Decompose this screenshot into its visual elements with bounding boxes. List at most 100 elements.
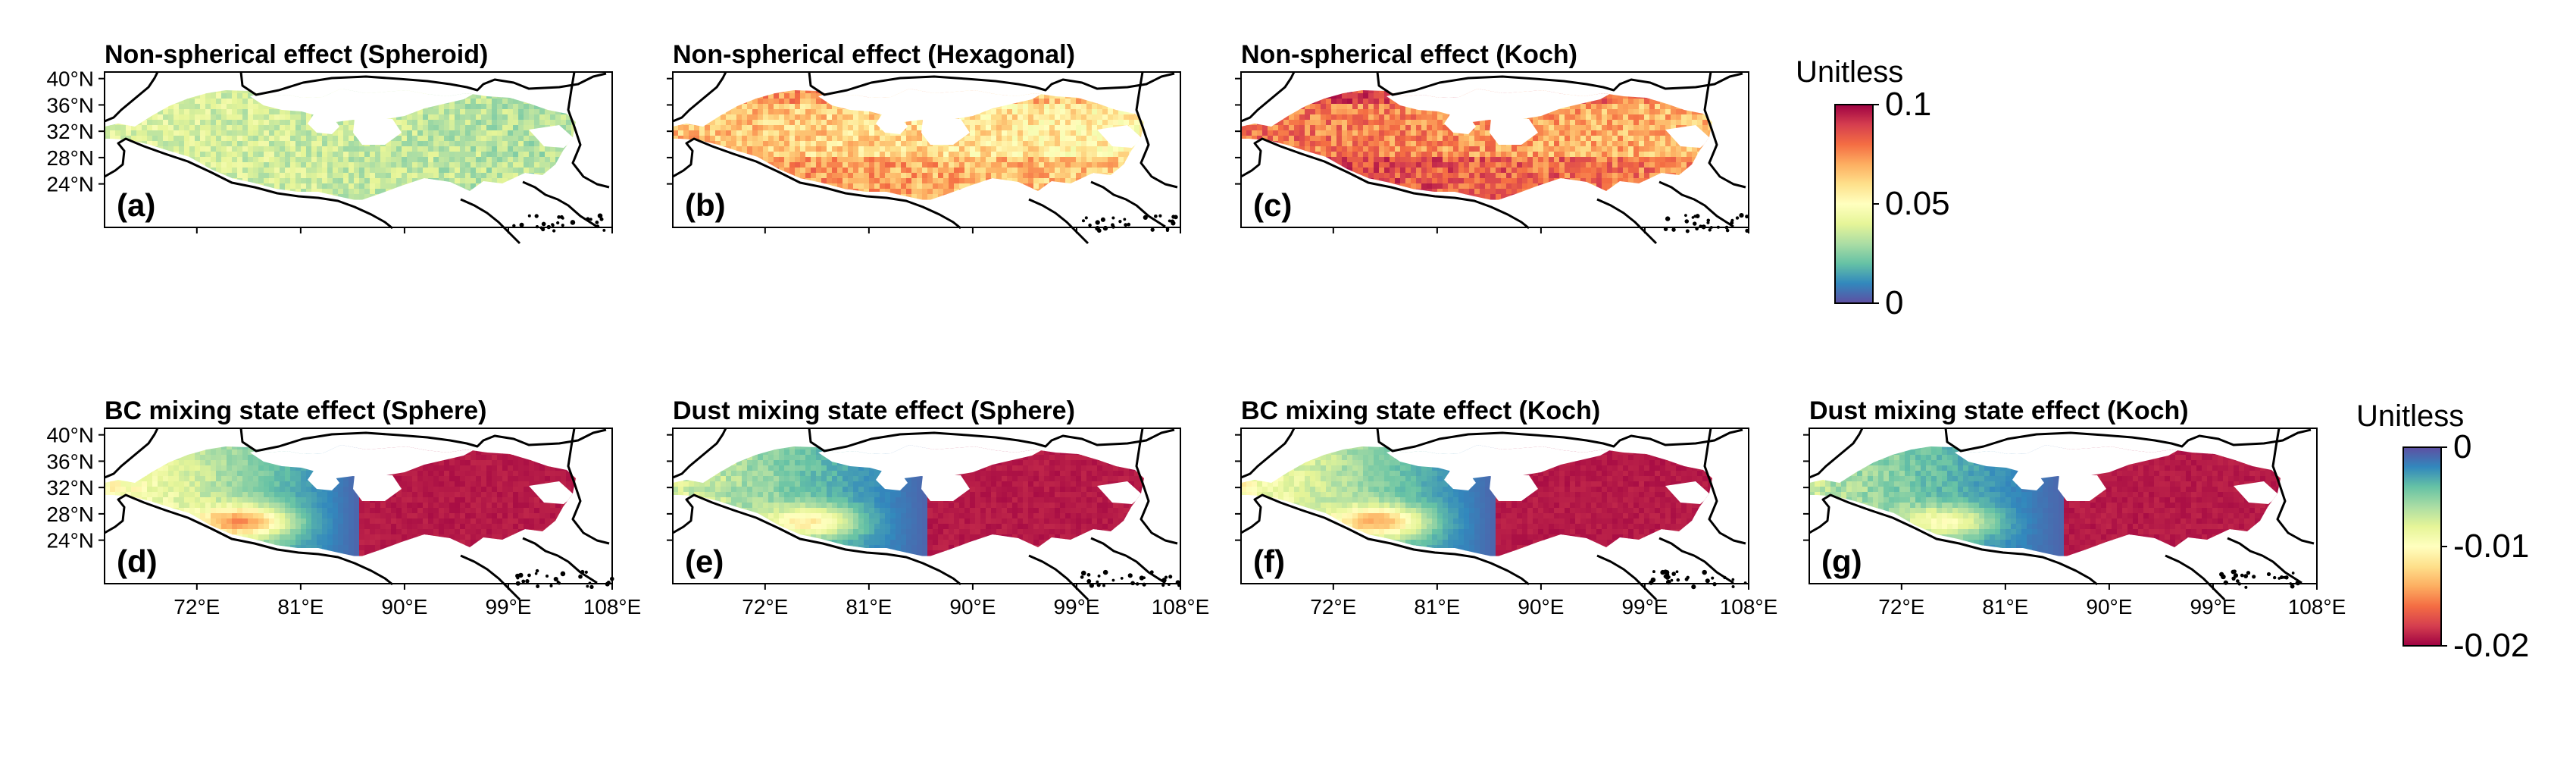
island-dot — [1745, 215, 1749, 219]
island-dot — [1111, 578, 1115, 582]
lat-tick-label: 40°N — [46, 424, 94, 447]
boundary-line — [672, 137, 961, 230]
lon-tick-label: 81°E — [846, 595, 892, 619]
missing-data-region — [250, 89, 477, 122]
map-frame — [1809, 428, 2318, 584]
missing-data-region — [529, 125, 574, 148]
island-dot — [1158, 214, 1162, 218]
boundary-line — [1703, 428, 1746, 545]
island-dot — [1100, 217, 1105, 222]
island-dot — [2266, 572, 2271, 577]
panel-label: (a) — [117, 187, 155, 223]
island-dot — [1123, 218, 1127, 221]
island-dot — [1096, 580, 1099, 584]
colorbar-tick-label: -0.01 — [2453, 528, 2529, 565]
island-dot — [1702, 569, 1707, 575]
panel-title: Dust mixing state effect (Koch) — [1809, 396, 2189, 425]
missing-data-region — [1665, 481, 1711, 504]
island-dot — [1671, 227, 1676, 232]
map-panel-g: Dust mixing state effect (Koch) (g) 72°E 81… — [1803, 396, 2346, 619]
island-dot — [549, 584, 553, 587]
island-dot — [1660, 569, 1665, 575]
map-panel-a: Non-spherical effect (Spheroid) (a) 40°N36… — [46, 40, 613, 245]
island-dot — [1693, 221, 1697, 226]
panel-title: Non-spherical effect (Hexagonal) — [673, 40, 1075, 69]
island-dot — [1739, 213, 1744, 218]
boundary-line — [1135, 71, 1178, 189]
island-dot — [546, 574, 549, 578]
island-dot — [1691, 216, 1695, 219]
island-dot — [557, 215, 561, 219]
island-dot — [1168, 575, 1173, 579]
island-dot — [1084, 216, 1088, 220]
boundary-line — [672, 493, 961, 586]
lon-tick-label: 81°E — [1982, 595, 2028, 619]
island-dot — [1684, 577, 1689, 581]
island-dot — [561, 224, 564, 227]
boundary-line — [1135, 428, 1178, 545]
island-dot — [552, 229, 556, 233]
island-dot — [1143, 215, 1148, 220]
lon-tick-label: 108°E — [583, 595, 642, 619]
island-dot — [2252, 575, 2256, 579]
map-panel-e: Dust mixing state effect (Sphere) (e) 72°E… — [667, 396, 1209, 619]
boundary-line — [1703, 71, 1746, 189]
colorbar-tick-label: 0 — [1885, 284, 1903, 321]
lon-tick-label: 72°E — [1878, 595, 1924, 619]
panel-title: BC mixing state effect (Koch) — [1241, 396, 1600, 425]
island-dot — [519, 222, 524, 227]
island-dot — [1161, 578, 1167, 583]
island-dot — [2219, 572, 2224, 577]
colorbar-unit: Unitless — [2356, 399, 2464, 433]
boundary-line — [1240, 493, 1530, 586]
lon-tick-label: 72°E — [742, 595, 788, 619]
island-dot — [1095, 220, 1100, 225]
missing-data-region — [1386, 89, 1614, 122]
boundary-line — [1809, 428, 1864, 479]
boundary-line — [460, 554, 521, 601]
missing-data-region — [921, 475, 970, 501]
missing-data-region — [308, 112, 339, 134]
island-dot — [1150, 227, 1155, 232]
island-dot — [559, 215, 564, 219]
missing-data-region — [1444, 112, 1476, 134]
map-frame — [104, 71, 613, 228]
missing-data-region — [1386, 445, 1614, 478]
boundary-line — [104, 71, 159, 123]
boundary-line — [239, 428, 607, 453]
panel-label: (g) — [1821, 543, 1862, 579]
lat-tick-label: 36°N — [46, 93, 94, 117]
boundary-line — [672, 71, 727, 123]
island-dot — [1080, 575, 1084, 579]
island-dot — [1708, 228, 1712, 232]
island-dot — [1154, 214, 1158, 218]
boundary-line — [522, 537, 598, 584]
island-dot — [1676, 578, 1680, 582]
island-dot — [1735, 216, 1740, 220]
island-dot — [2291, 572, 2295, 575]
boundary-line — [1028, 198, 1089, 245]
island-dot — [1124, 223, 1128, 227]
map-frame — [1240, 428, 1749, 584]
island-dot — [512, 224, 516, 227]
missing-data-region — [353, 475, 402, 501]
map-frame — [104, 428, 613, 584]
boundary-line — [567, 428, 610, 545]
island-dot — [2284, 575, 2289, 580]
boundary-line — [672, 428, 727, 479]
boundary-line — [1090, 180, 1166, 228]
panel-title: Non-spherical effect (Spheroid) — [105, 40, 488, 69]
island-dot — [599, 217, 604, 221]
boundary-line — [1028, 554, 1089, 601]
missing-data-region — [308, 468, 339, 490]
missing-data-region — [1097, 481, 1143, 504]
map-panel-d: BC mixing state effect (Sphere) (d) 40°N36… — [46, 396, 641, 619]
map-frame — [672, 71, 1181, 228]
panel-label: (d) — [117, 543, 158, 579]
missing-data-region — [818, 445, 1046, 478]
boundary-line — [1658, 180, 1734, 228]
island-dot — [578, 574, 583, 579]
island-dot — [2244, 585, 2248, 589]
